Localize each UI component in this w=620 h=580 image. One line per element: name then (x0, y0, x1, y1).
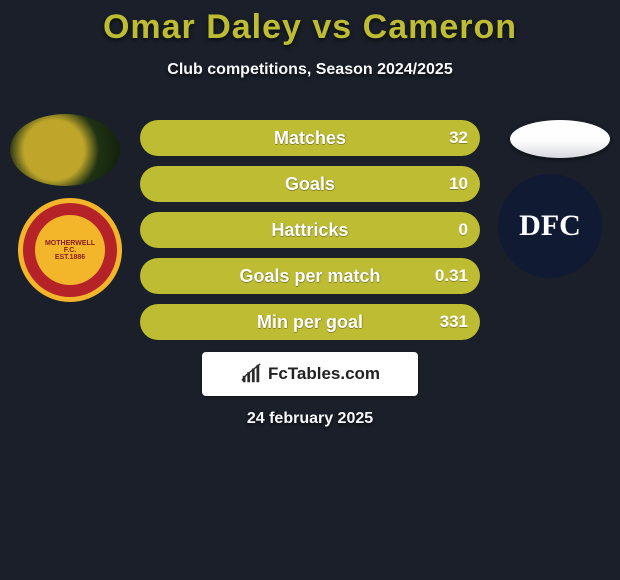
stat-value-right: 0 (459, 212, 468, 248)
stat-row: Matches32 (140, 120, 480, 156)
stat-label: Matches (140, 120, 480, 156)
right-club-badge: DFC (498, 174, 602, 278)
left-club-badge-text: MOTHERWELLF.C.EST.1886 (45, 240, 95, 261)
watermark-text: FcTables.com (268, 364, 380, 384)
right-player-photo (510, 120, 610, 158)
stat-row: Min per goal331 (140, 304, 480, 340)
left-player-photo (10, 114, 120, 186)
stat-label: Goals per match (140, 258, 480, 294)
stat-label: Hattricks (140, 212, 480, 248)
comparison-infographic: Omar Daley vs Cameron Club competitions,… (0, 0, 620, 580)
stat-label: Goals (140, 166, 480, 202)
stat-row: Goals per match0.31 (140, 258, 480, 294)
stat-value-right: 10 (449, 166, 468, 202)
date-text: 24 february 2025 (0, 410, 620, 428)
page-title: Omar Daley vs Cameron (0, 0, 620, 47)
stat-value-right: 32 (449, 120, 468, 156)
stat-label: Min per goal (140, 304, 480, 340)
right-club-badge-text: DFC (519, 209, 581, 243)
watermark: FcTables.com (202, 352, 418, 396)
subtitle: Club competitions, Season 2024/2025 (0, 61, 620, 79)
stat-bars: Matches32 Goals10 Hattricks0 Goals per matc… (140, 120, 480, 350)
stat-value-right: 331 (440, 304, 468, 340)
stat-row: Goals10 (140, 166, 480, 202)
chart-icon (240, 363, 262, 385)
stat-value-right: 0.31 (435, 258, 468, 294)
stat-row: Hattricks0 (140, 212, 480, 248)
left-club-badge-inner: MOTHERWELLF.C.EST.1886 (35, 215, 105, 285)
left-club-badge: MOTHERWELLF.C.EST.1886 (18, 198, 122, 302)
